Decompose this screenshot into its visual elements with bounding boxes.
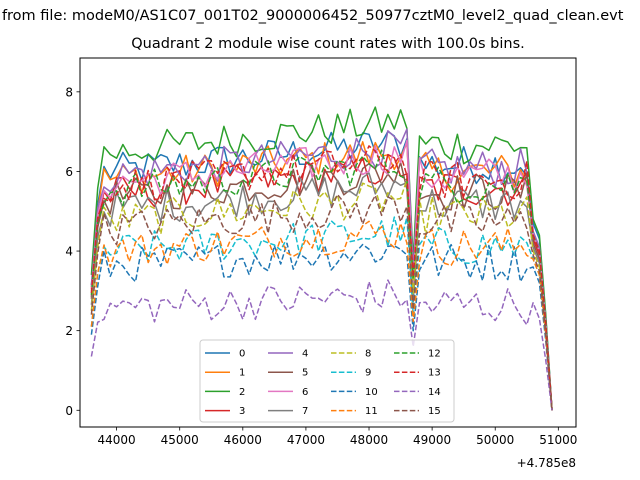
x-tick-label: 51000 [539, 433, 577, 447]
x-tick-label: 48000 [350, 433, 388, 447]
x-tick-label: 46000 [224, 433, 262, 447]
series-line-7 [90, 172, 553, 411]
legend-label-15: 15 [428, 406, 441, 417]
y-tick-label: 2 [65, 324, 73, 338]
legend-label-12: 12 [428, 349, 441, 360]
series-line-8 [90, 179, 553, 411]
legend-label-9: 9 [365, 368, 371, 379]
legend-label-4: 4 [302, 349, 308, 360]
axes-title: Quadrant 2 module wise count rates with … [131, 36, 525, 52]
y-tick-label: 4 [65, 245, 73, 259]
legend-label-7: 7 [302, 406, 308, 417]
legend-box [199, 339, 455, 423]
x-tick-label: 49000 [413, 433, 451, 447]
series-line-15 [90, 193, 553, 411]
legend-label-8: 8 [365, 349, 371, 360]
figure-suptitle: Plot from file: modeM0/AS1C07_001T02_900… [0, 8, 624, 24]
legend-label-1: 1 [239, 368, 245, 379]
series-line-14 [90, 279, 553, 411]
x-tick-label: 50000 [476, 433, 514, 447]
series-line-1 [90, 141, 553, 411]
axes-frame [79, 57, 577, 428]
series-line-4 [90, 128, 553, 411]
series-line-10 [90, 242, 553, 411]
legend-label-0: 0 [239, 349, 245, 360]
series-line-0 [90, 130, 553, 411]
y-tick-label: 0 [65, 404, 73, 418]
series-line-12 [90, 149, 553, 411]
x-ticks: 44000 45000 46000 47000 48000 49000 50000 51000 [98, 427, 577, 447]
series-lines [90, 106, 553, 411]
legend-label-6: 6 [302, 387, 308, 398]
x-offset-label: +4.785e8 [517, 456, 576, 470]
series-line-11 [90, 220, 553, 411]
series-line-2 [90, 106, 553, 411]
x-tick-label: 44000 [98, 433, 136, 447]
legend-label-10: 10 [365, 387, 378, 398]
y-ticks: 0 2 4 6 8 [65, 85, 80, 418]
series-line-13 [90, 145, 553, 411]
legend-label-14: 14 [428, 387, 441, 398]
y-tick-label: 8 [65, 85, 73, 99]
x-tick-label: 45000 [161, 433, 199, 447]
legend-label-2: 2 [239, 387, 245, 398]
legend-label-3: 3 [239, 406, 245, 417]
series-line-6 [90, 139, 553, 411]
legend-label-5: 5 [302, 368, 308, 379]
x-tick-label: 47000 [287, 433, 325, 447]
legend-label-11: 11 [365, 406, 378, 417]
y-tick-label: 6 [65, 165, 73, 179]
legend-label-13: 13 [428, 368, 441, 379]
